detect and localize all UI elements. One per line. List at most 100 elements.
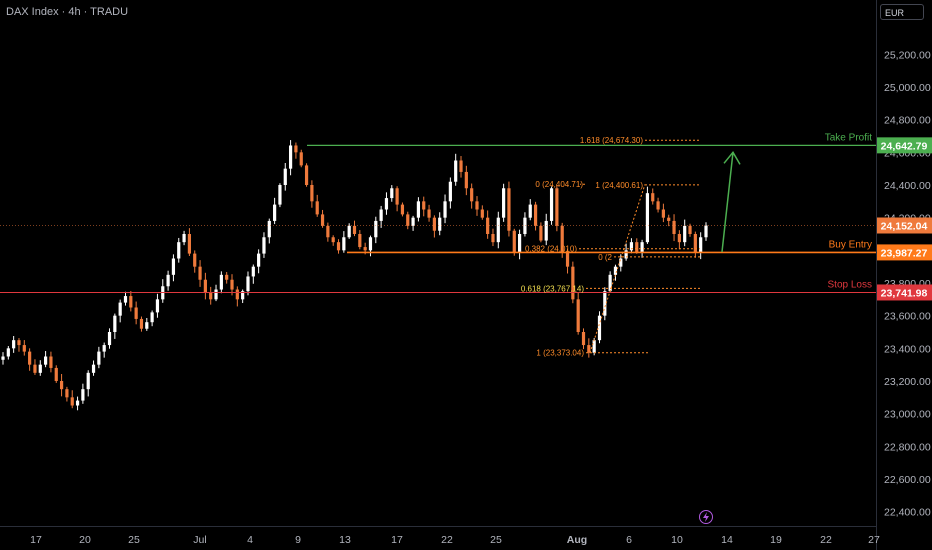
candle-body	[182, 234, 186, 243]
candle-body	[315, 201, 319, 215]
price-tick-label: 23,000.00	[884, 409, 931, 421]
candle-body	[454, 160, 458, 182]
currency-button[interactable]: EUR	[880, 4, 924, 20]
candle-body	[59, 381, 64, 390]
candle-body	[33, 364, 37, 373]
lightning-icon	[699, 510, 713, 524]
time-tick-label: Aug	[567, 534, 587, 546]
level-label: Stop Loss	[828, 279, 872, 290]
time-tick-label: 17	[30, 534, 42, 546]
arrow-head	[723, 151, 741, 165]
candle-body	[38, 364, 42, 373]
price-tick-label: 23,400.00	[884, 343, 931, 355]
time-tick-label: 14	[721, 534, 733, 546]
candle-body	[459, 160, 463, 172]
time-tick-label: 10	[671, 534, 683, 546]
candle-body	[368, 237, 373, 251]
candle-body	[395, 188, 399, 205]
fib-level-label: 1.618 (24,674.30)	[580, 136, 643, 145]
last-price-tag-label: 24,152.04	[881, 221, 928, 233]
candle-body	[560, 225, 564, 252]
chart-grid	[0, 0, 877, 550]
candle-body	[422, 201, 426, 210]
candle-body	[70, 397, 74, 406]
candle-body	[320, 214, 325, 226]
candle-body	[113, 315, 117, 332]
candle-body	[661, 209, 665, 218]
price-tick-label: 24,800.00	[884, 115, 931, 127]
candle-body	[581, 332, 586, 346]
target-arrow	[721, 151, 741, 253]
candle-body	[129, 296, 133, 308]
candle-body	[363, 247, 367, 251]
candle-body	[629, 242, 634, 251]
candle-body	[400, 204, 405, 215]
candle-body	[432, 217, 436, 231]
candle-body	[533, 204, 538, 226]
candle-body	[294, 145, 298, 153]
time-tick-label: 9	[295, 534, 301, 546]
price-tags: 24,642.79 23,987.27 23,741.98 24,152.04	[877, 137, 932, 301]
candle-body	[517, 234, 522, 252]
candle-body	[427, 209, 431, 218]
price-tag-label: 23,987.27	[881, 247, 928, 259]
candle-body	[651, 193, 655, 202]
candle-body	[86, 372, 90, 390]
time-tick-label: 20	[79, 534, 91, 546]
candle-body	[411, 217, 415, 226]
candle-body	[576, 299, 580, 332]
arrow-shaft	[721, 152, 734, 253]
candle-body	[304, 165, 309, 185]
candle-body	[278, 185, 282, 205]
time-tick-label: 27	[868, 534, 880, 546]
time-tick-label: 13	[339, 534, 351, 546]
candle-body	[150, 312, 154, 323]
candle-body	[225, 274, 229, 280]
candle-body	[230, 279, 234, 290]
candle-body	[139, 318, 144, 329]
candle-body	[203, 279, 207, 293]
candle-body	[283, 168, 287, 185]
candle-body	[273, 204, 277, 221]
candle-body	[683, 225, 687, 243]
fib-level-label: 1 (24,400.61)	[595, 181, 643, 190]
candle-body	[645, 193, 650, 243]
candle-body	[241, 291, 245, 300]
candle-body	[336, 242, 341, 251]
symbol-title: DAX Index · 4h · TRADU	[6, 6, 129, 18]
candle-body	[693, 234, 697, 252]
candle-body	[464, 171, 468, 189]
candle-body	[390, 188, 394, 199]
level-label: Take Profit	[825, 132, 872, 143]
candle-body	[1, 356, 5, 360]
price-tag-box	[877, 284, 932, 301]
candle-body	[6, 348, 10, 357]
candle-body	[555, 188, 559, 226]
fib-trend-line	[589, 184, 646, 353]
candle-body	[97, 351, 101, 365]
candle-body	[677, 234, 681, 243]
price-tick-label: 22,800.00	[884, 441, 931, 453]
candle-body	[491, 234, 495, 243]
candle-body	[123, 296, 128, 303]
candle-body	[187, 234, 192, 254]
candle-body	[81, 389, 85, 401]
candle-body	[219, 274, 223, 290]
candle-body	[28, 351, 32, 365]
time-tick-label: 25	[128, 534, 140, 546]
candle-body	[102, 345, 106, 352]
candle-body	[640, 242, 644, 252]
fib-level-label: 0.382 (24,010)	[525, 245, 577, 254]
candle-body	[246, 276, 250, 292]
candle-body	[704, 225, 708, 238]
candle-body	[358, 234, 362, 248]
candle-body	[54, 367, 58, 381]
candle-body	[209, 292, 213, 300]
candle-body	[235, 289, 239, 300]
price-tick-label: 24,400.00	[884, 180, 931, 192]
candle-body	[352, 225, 357, 234]
candle-body	[549, 188, 554, 221]
candle-body	[699, 237, 703, 252]
price-tick-label: 23,200.00	[884, 376, 931, 388]
